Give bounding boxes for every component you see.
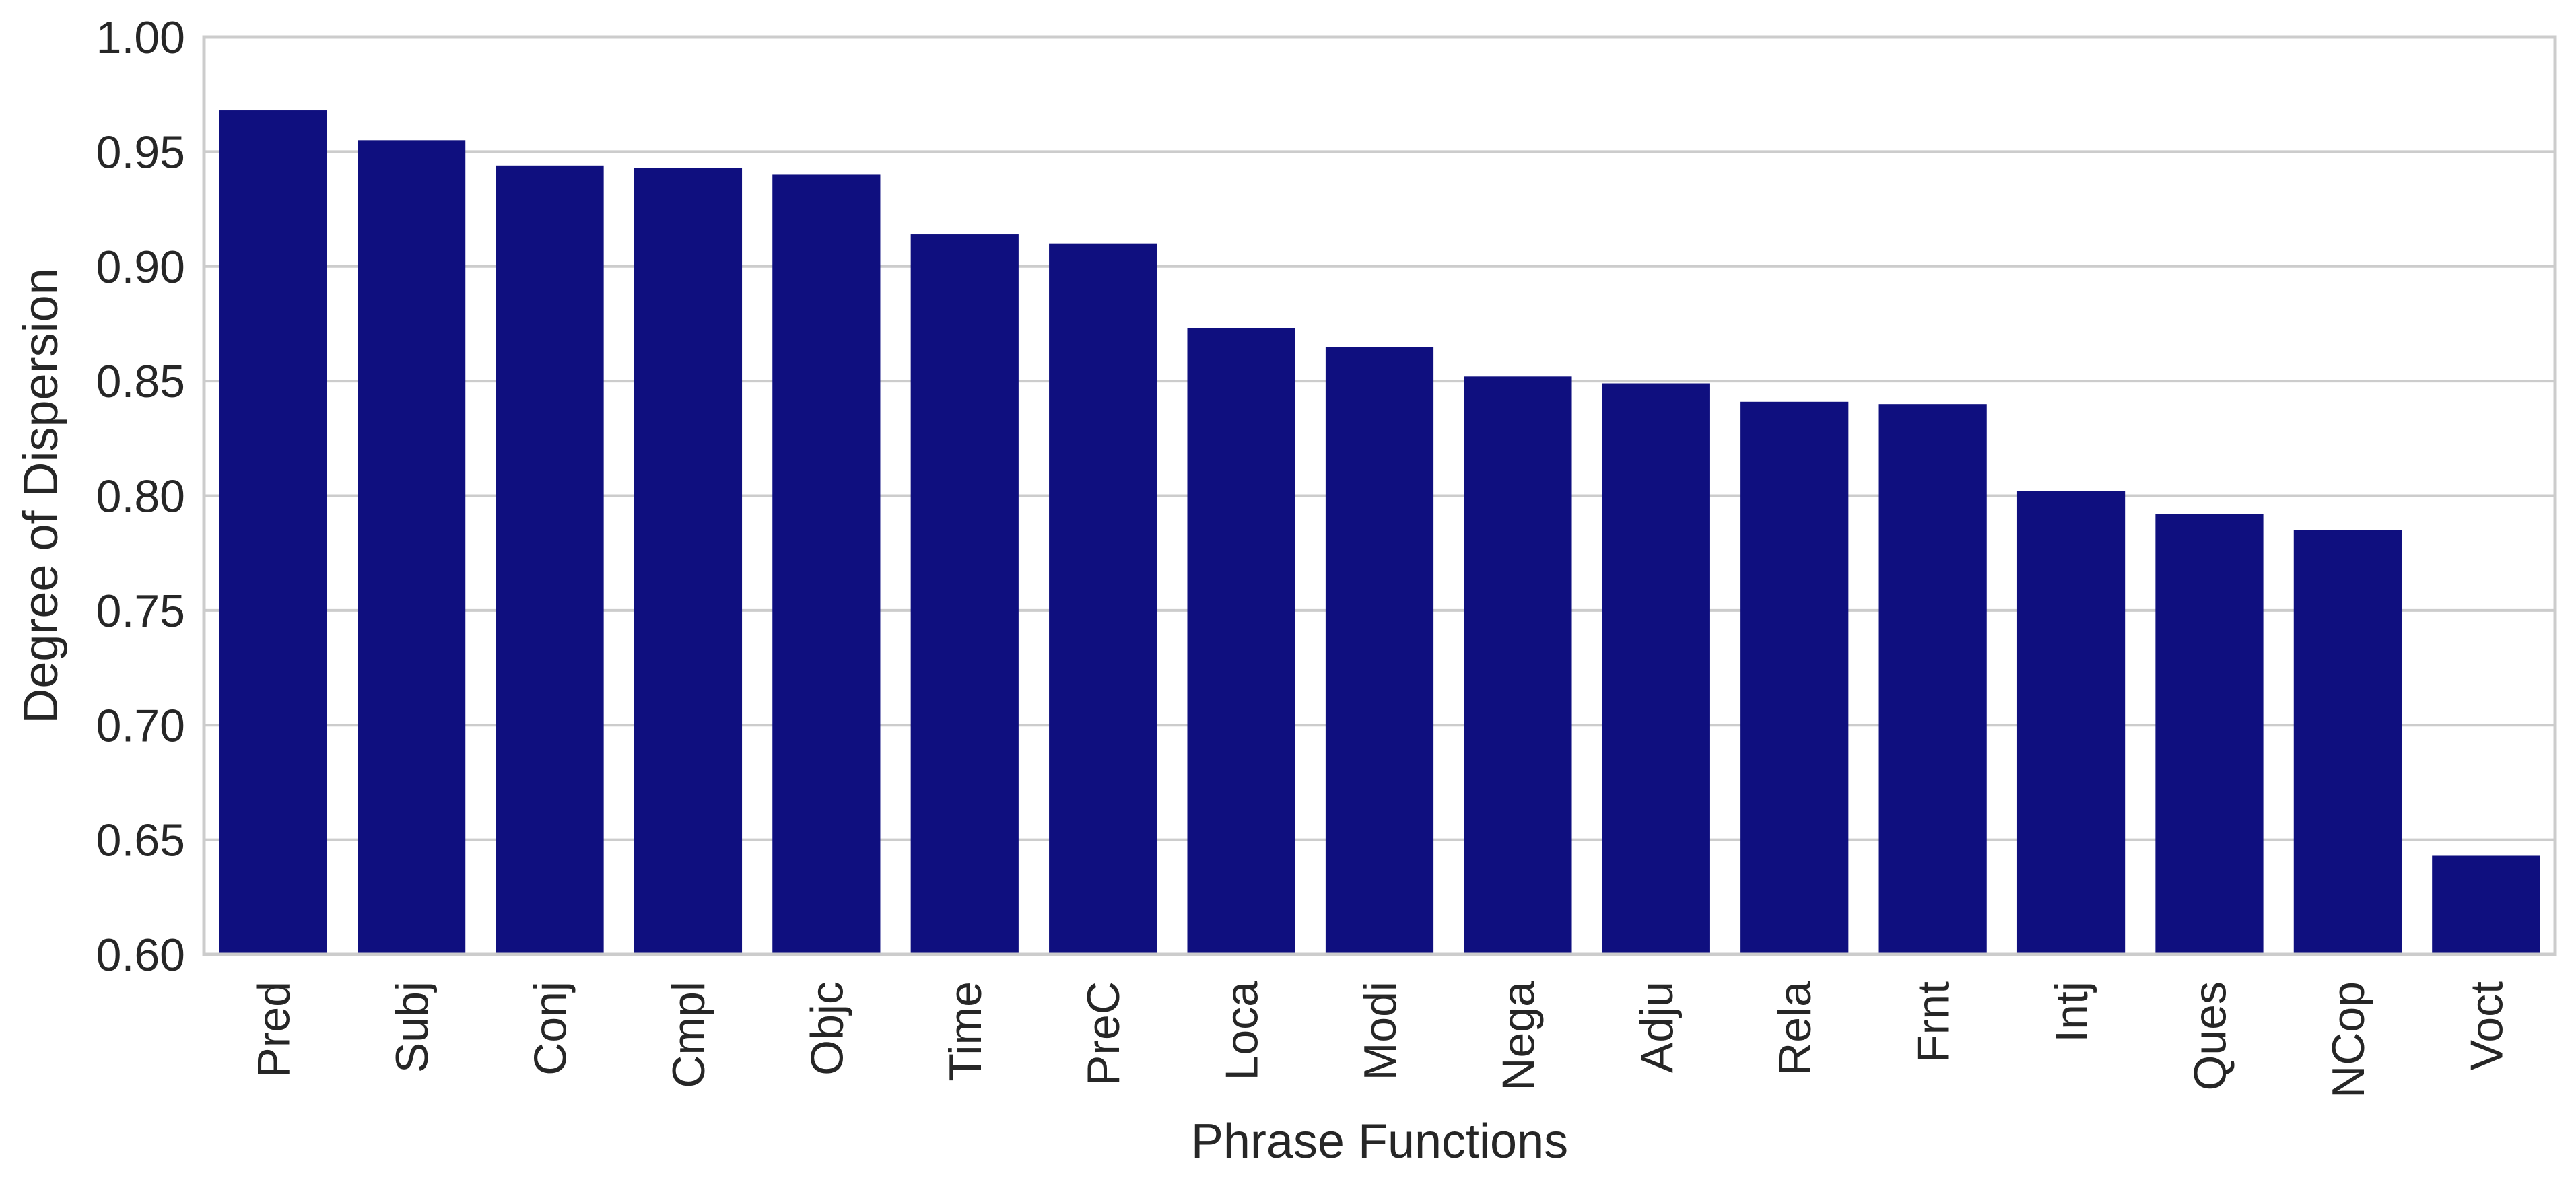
x-tick-label-voct: Voct	[2461, 981, 2512, 1070]
bar-nega	[1464, 376, 1572, 954]
bar-prec	[1049, 243, 1157, 954]
x-tick-label-ques: Ques	[2184, 981, 2235, 1091]
y-tick-labels: 0.60 0.65 0.70 0.75 0.80 0.85 0.90 0.95 1.00	[96, 12, 185, 981]
y-tick-label: 0.85	[96, 356, 185, 407]
y-tick-label: 0.95	[96, 127, 185, 178]
bar-subj	[358, 140, 466, 954]
x-tick-label-modi: Modi	[1355, 981, 1406, 1080]
y-tick-label: 0.70	[96, 700, 185, 751]
bar-adju	[1602, 383, 1710, 954]
bar-cmpl	[634, 168, 743, 954]
bars	[219, 110, 2540, 955]
bar-pred	[219, 110, 327, 954]
bar-objc	[772, 174, 881, 955]
bar-loca	[1187, 328, 1295, 954]
x-tick-label-prec: PreC	[1078, 981, 1129, 1086]
bar-rela	[1740, 401, 1849, 954]
x-tick-label-pred: Pred	[248, 981, 300, 1078]
x-tick-label-rela: Rela	[1769, 981, 1821, 1076]
bar-intj	[2016, 491, 2126, 954]
y-tick-label: 1.00	[96, 12, 185, 63]
y-tick-label: 0.80	[96, 471, 185, 522]
bar-conj	[496, 165, 604, 954]
x-tick-label-cmpl: Cmpl	[663, 981, 714, 1088]
bar-voct	[2432, 855, 2540, 954]
y-tick-label: 0.60	[96, 930, 185, 981]
y-tick-label: 0.75	[96, 586, 185, 637]
bar-time	[910, 234, 1019, 954]
x-tick-label-objc: Objc	[801, 981, 852, 1076]
x-tick-label-loca: Loca	[1217, 981, 1268, 1081]
x-axis-title: Phrase Functions	[1191, 1115, 1568, 1168]
x-tick-label-time: Time	[940, 981, 991, 1082]
x-tick-label-adju: Adju	[1631, 981, 1683, 1073]
y-axis-title: Degree of Dispersion	[14, 268, 68, 723]
bar-ques	[2155, 514, 2264, 954]
x-tick-label-conj: Conj	[525, 981, 576, 1076]
x-tick-label-subj: Subj	[386, 981, 438, 1073]
x-tick-labels: Pred Subj Conj Cmpl Objc Time PreC Loca Modi Nega…	[248, 981, 2513, 1098]
x-tick-label-intj: Intj	[2046, 981, 2097, 1043]
x-tick-label-ncop: NCop	[2323, 981, 2374, 1098]
bar-ncop	[2293, 530, 2402, 954]
bar-frnt	[1878, 404, 1987, 954]
y-tick-label: 0.90	[96, 242, 185, 293]
x-tick-label-frnt: Frnt	[1908, 981, 1959, 1063]
x-tick-label-nega: Nega	[1493, 981, 1544, 1091]
plot-frame	[202, 35, 2557, 956]
y-tick-label: 0.65	[96, 815, 185, 866]
bar-modi	[1325, 347, 1434, 954]
